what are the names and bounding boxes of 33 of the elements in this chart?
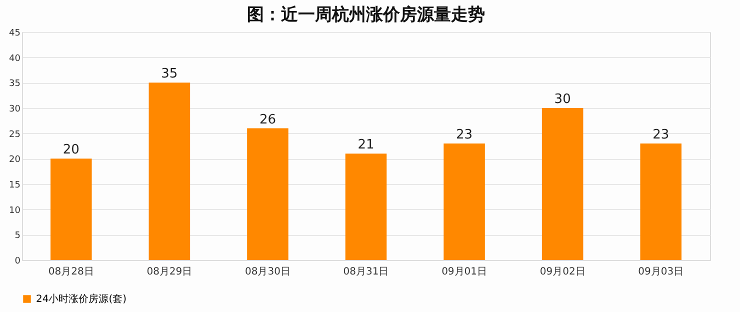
data-label: 35 [161,66,178,82]
y-tick-label: 10 [9,206,21,216]
x-tick-label: 09月01日 [442,266,488,278]
bar [148,82,190,260]
y-tick-label: 40 [9,54,21,64]
bar [640,143,682,260]
data-label: 23 [652,127,670,142]
data-label: 20 [62,142,80,158]
x-tick-label: 08月31日 [343,266,389,278]
y-tick-label: 45 [9,28,20,38]
x-tick-label: 08月28日 [48,266,94,278]
y-tick-label: 30 [9,104,21,114]
bar [345,154,387,260]
y-tick-label: 15 [9,180,20,190]
data-label: 23 [456,127,473,142]
data-label: 26 [259,112,276,128]
data-label: 30 [554,92,571,107]
x-tick-label: 08月29日 [146,266,192,278]
bar [542,108,584,260]
bar [444,143,485,260]
y-tick-label: 20 [9,155,21,166]
chart-title: 图：近一周杭州涨价房源量走势 [247,5,485,25]
y-tick-label: 35 [9,79,20,90]
x-tick-label: 09月03日 [638,266,684,278]
y-tick-label: 5 [14,231,20,242]
x-tick-label: 09月02日 [540,266,586,278]
bar [247,128,288,260]
y-tick-label: 25 [9,130,20,140]
bar [50,158,92,260]
x-tick-label: 08月30日 [244,266,290,278]
data-label: 21 [358,138,374,153]
y-tick-label: 0 [14,256,21,266]
legend-label: 24小时涨价房源(套) [36,293,127,305]
